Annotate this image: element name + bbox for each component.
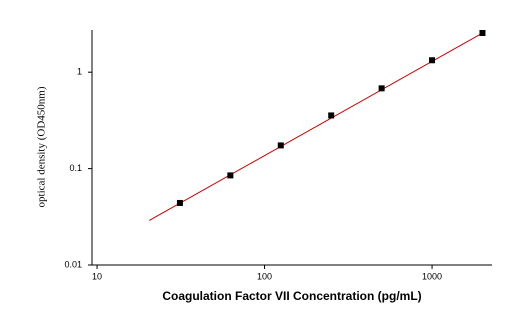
x-axis-label: Coagulation Factor VII Concentration (pg…	[162, 289, 421, 303]
y-axis-label: optical density (OD450nm)	[36, 86, 48, 207]
y-tick-label: 0.01	[64, 259, 82, 269]
point	[479, 30, 486, 37]
point	[277, 142, 284, 149]
fit-line	[149, 32, 483, 221]
point	[227, 172, 234, 179]
point	[328, 112, 335, 119]
x-tick-label: 1000	[422, 271, 442, 281]
point	[378, 85, 385, 92]
point	[176, 199, 183, 206]
x-tick-label: 100	[257, 271, 272, 281]
x-tick-label: 10	[92, 271, 102, 281]
point	[429, 57, 436, 64]
y-tick-label: 0.1	[69, 163, 82, 173]
y-tick-label: 1	[77, 67, 82, 77]
